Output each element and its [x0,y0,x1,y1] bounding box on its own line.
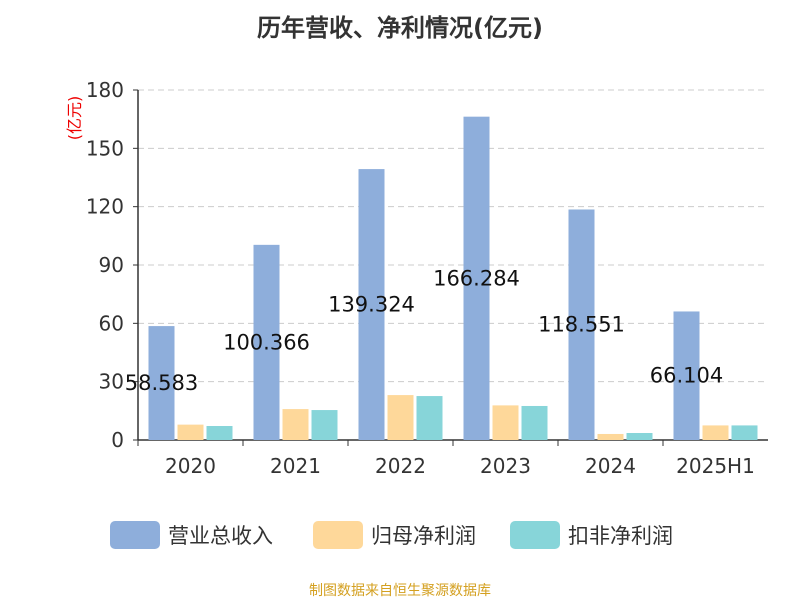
y-tick-label: 150 [86,136,124,160]
bar-2 [702,425,729,440]
bar-2 [177,424,204,440]
bar-3 [416,396,443,440]
bar-3 [311,410,338,440]
x-tick-label: 2022 [375,454,426,478]
data-label: 166.284 [433,266,520,290]
x-tick-label: 2020 [165,454,216,478]
legend-label: 扣非净利润 [568,524,673,548]
x-tick-label: 2023 [480,454,531,478]
bar-1 [463,116,490,441]
legend-swatch [313,521,363,549]
y-tick-label: 180 [86,78,124,102]
legend-label: 营业总收入 [168,524,273,548]
bar-2 [492,405,519,440]
bar-2 [597,433,624,440]
x-tick-label: 2021 [270,454,321,478]
bar-3 [626,433,653,440]
data-label: 100.366 [223,330,310,354]
bar-1 [568,209,595,440]
y-axis-label: (亿元) [65,96,84,141]
legend-swatch [510,521,560,549]
source-note: 制图数据来自恒生聚源数据库 [309,583,491,599]
x-tick-label: 2025H1 [676,454,755,478]
bar-3 [521,405,548,440]
data-label: 118.551 [538,313,625,337]
bar-1 [148,326,175,440]
y-tick-label: 90 [99,253,124,277]
bar-3 [206,426,233,440]
data-label: 58.583 [125,371,198,395]
bar-1 [253,244,280,440]
bar-3 [731,425,758,440]
bar-1 [673,311,700,440]
bar-1 [358,169,385,440]
data-label: 66.104 [650,364,723,388]
y-tick-label: 60 [99,311,124,335]
chart-title: 历年营收、净利情况(亿元) [257,14,543,42]
y-tick-label: 0 [111,428,124,452]
legend-swatch [110,521,160,549]
y-tick-label: 30 [99,370,124,394]
bar-2 [282,409,309,440]
legend-label: 归母净利润 [371,524,476,548]
x-tick-label: 2024 [585,454,636,478]
y-tick-label: 120 [86,195,124,219]
data-label: 139.324 [328,293,415,317]
bar-2 [387,395,414,440]
